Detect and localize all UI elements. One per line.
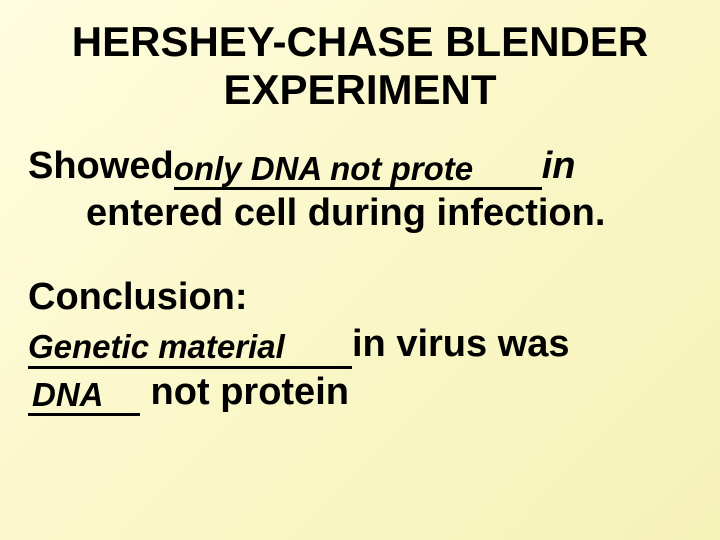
p1-line1: Showedonly DNA not prote in [28,143,692,191]
paragraph-1: Showedonly DNA not prote in entered cell … [28,143,692,238]
p2-line2-suffix: in virus was [352,323,570,365]
p1-line2: entered cell during infection. [28,190,692,238]
blank-1: only DNA not prote [174,150,542,190]
blank-2-answer: Genetic material [28,326,285,367]
title-line-2: EXPERIMENT [0,66,720,114]
p2-line3: DNA not protein [28,369,692,417]
blank-2: Genetic material [28,329,352,369]
paragraph-2: Conclusion: Genetic material in virus was… [28,274,692,417]
blank-3: DNA [28,376,140,416]
p2-line3-suffix: not protein [140,371,349,413]
blank-1-overflow: in [542,145,576,187]
p2-heading: Conclusion: [28,274,692,322]
blank-3-answer: DNA [28,374,104,415]
p2-line2: Genetic material in virus was [28,321,692,369]
blank-1-answer: only DNA not prote [174,148,473,189]
slide-title: HERSHEY-CHASE BLENDER EXPERIMENT [0,0,720,115]
p1-prefix: Showed [28,145,174,187]
slide-body: Showedonly DNA not prote in entered cell … [0,143,720,417]
title-line-1: HERSHEY-CHASE BLENDER [0,18,720,66]
